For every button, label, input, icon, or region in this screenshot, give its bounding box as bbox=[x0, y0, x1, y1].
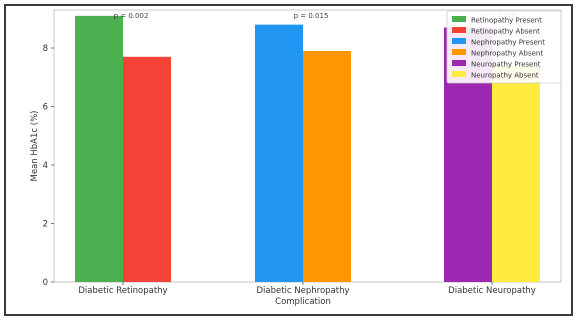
p-value-label: p = 0.015 bbox=[294, 12, 329, 20]
bar-nephropathy-present bbox=[255, 24, 303, 282]
bar-neuropathy-absent bbox=[492, 65, 540, 283]
chart-frame: 0 2 4 6 8 Diabetic Retinopathy p = 0.002 Diabe… bbox=[4, 4, 573, 316]
y-tick-label: 0 bbox=[43, 278, 48, 288]
legend-label-neuropathy-absent: Neuropathy Absent bbox=[471, 72, 539, 80]
p-value-label: p = 0.002 bbox=[114, 12, 149, 20]
legend-label-retinopathy-present: Retinopathy Present bbox=[471, 17, 542, 25]
y-axis-label: Mean HbA1c (%) bbox=[30, 111, 40, 182]
bar-nephropathy-absent bbox=[303, 50, 351, 283]
x-axis-label: Complication bbox=[275, 297, 331, 307]
legend-swatch-retinopathy-absent bbox=[452, 27, 466, 33]
legend-swatch-neuropathy-absent bbox=[452, 71, 466, 77]
y-tick-label: 2 bbox=[43, 220, 48, 230]
x-tick-label: Diabetic Neuropathy bbox=[448, 286, 536, 296]
legend-swatch-retinopathy-present bbox=[452, 16, 466, 22]
bar-retinopathy-present bbox=[75, 15, 123, 283]
legend: Retinopathy Present Retinopathy Absent Nep… bbox=[446, 10, 562, 84]
x-tick-label: Diabetic Nephropathy bbox=[256, 286, 349, 296]
legend-swatch-nephropathy-absent bbox=[452, 49, 466, 55]
bars bbox=[75, 15, 540, 283]
bar-chart: 0 2 4 6 8 Diabetic Retinopathy p = 0.002 Diabe… bbox=[30, 9, 562, 307]
x-tick-label: Diabetic Retinopathy bbox=[78, 286, 167, 296]
legend-label-retinopathy-absent: Retinopathy Absent bbox=[471, 28, 540, 36]
y-tick-label: 8 bbox=[43, 44, 48, 54]
legend-box bbox=[446, 10, 562, 84]
legend-label-neuropathy-present: Neuropathy Present bbox=[471, 61, 541, 69]
legend-swatch-neuropathy-present bbox=[452, 60, 466, 66]
bar-retinopathy-absent bbox=[123, 56, 171, 282]
legend-swatch-nephropathy-present bbox=[452, 38, 466, 44]
legend-label-nephropathy-present: Nephropathy Present bbox=[471, 39, 545, 47]
legend-label-nephropathy-absent: Nephropathy Absent bbox=[471, 50, 543, 58]
y-tick-label: 4 bbox=[43, 161, 48, 171]
y-tick-label: 6 bbox=[43, 103, 48, 113]
